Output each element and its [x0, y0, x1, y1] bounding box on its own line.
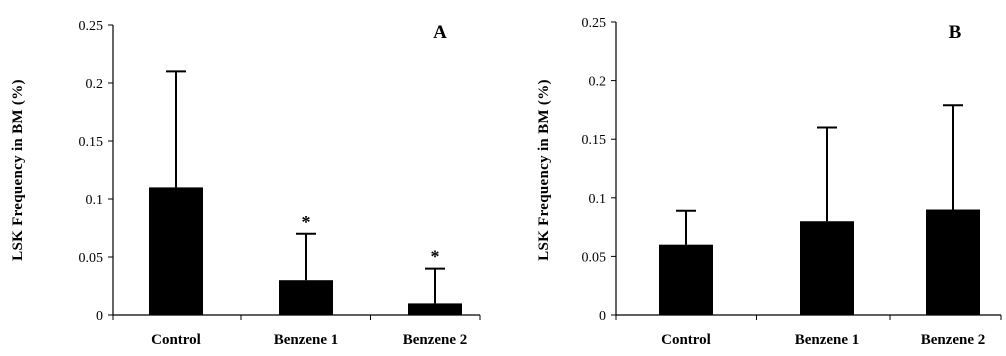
y-tick-label: 0.25	[582, 16, 607, 31]
y-tick-label: 0.25	[79, 19, 104, 34]
panel-letter: B	[949, 22, 962, 43]
y-tick-label: 0	[96, 309, 103, 324]
plot-area: 0 0.05 0.1 0.15 0.2 0.25 Control Benzene 1 Benze…	[582, 16, 1002, 348]
x-category-label: Benzene 2	[403, 332, 468, 348]
x-category-label: Benzene 1	[274, 332, 339, 348]
bar	[408, 303, 462, 315]
chart-a-svg: A LSK Frequency in BM (%) 0 0.05 0.1 0.15 0.…	[0, 0, 503, 351]
y-tick-label: 0.15	[582, 133, 607, 148]
significance-marker: *	[431, 247, 440, 267]
significance-marker: *	[302, 212, 311, 232]
bar	[659, 245, 713, 315]
y-axis-label: LSK Frequency in BM (%)	[10, 79, 26, 261]
y-tick-label: 0.1	[86, 193, 104, 208]
panel-letter: A	[433, 22, 447, 43]
bar	[279, 280, 333, 315]
x-category-label: Benzene 1	[795, 332, 860, 348]
y-tick-label: 0	[599, 309, 606, 324]
x-category-label: Control	[661, 332, 711, 348]
x-category-label: Benzene 2	[921, 332, 986, 348]
chart-panel-a: A LSK Frequency in BM (%) 0 0.05 0.1 0.15 0.…	[0, 0, 503, 351]
y-tick-label: 0.15	[79, 135, 104, 150]
chart-panel-b: B LSK Frequency in BM (%) 0 0.05 0.1 0.15 0.…	[503, 0, 1006, 351]
y-axis-label: LSK Frequency in BM (%)	[536, 79, 552, 261]
bar	[926, 210, 980, 315]
y-tick-label: 0.05	[582, 250, 607, 265]
plot-area: 0 0.05 0.1 0.15 0.2 0.25 Control * Benzene 1 * Ben…	[79, 19, 481, 348]
y-tick-label: 0.2	[589, 75, 607, 90]
bar	[800, 221, 854, 315]
y-tick-label: 0.1	[589, 192, 607, 207]
y-tick-label: 0.05	[79, 251, 104, 266]
x-category-label: Control	[151, 332, 201, 348]
bar	[149, 187, 203, 315]
y-tick-label: 0.2	[86, 77, 104, 92]
chart-b-svg: B LSK Frequency in BM (%) 0 0.05 0.1 0.15 0.…	[503, 0, 1006, 351]
